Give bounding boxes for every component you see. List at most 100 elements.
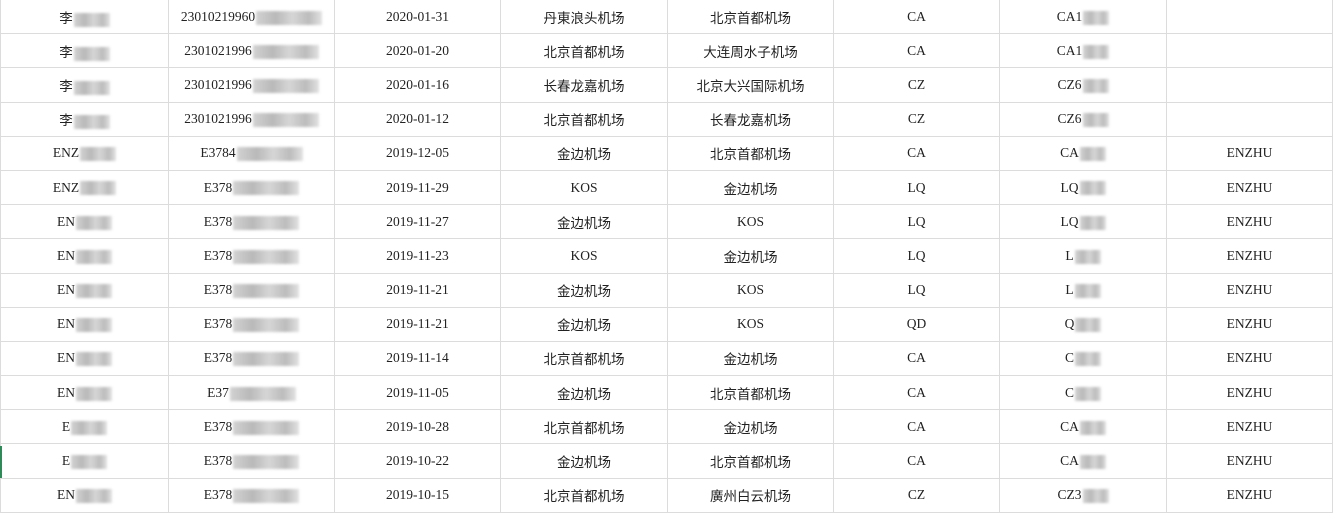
cell-id-number[interactable]: 2301021996 (168, 101, 335, 137)
cell-date[interactable]: 2019-11-21 (334, 272, 501, 308)
cell-airline[interactable]: CA (833, 443, 1000, 479)
cell-departure[interactable]: KOS (500, 169, 668, 206)
cell-passenger-code[interactable]: ENZHU (1166, 409, 1333, 445)
cell-id-number[interactable]: E378 (168, 409, 335, 445)
cell-arrival[interactable]: 金边机场 (667, 340, 834, 377)
cell-flight-number[interactable]: C (999, 375, 1167, 411)
cell-id-number[interactable]: E378 (168, 477, 335, 513)
cell-airline[interactable]: CA (833, 409, 1000, 445)
cell-arrival[interactable]: KOS (667, 272, 834, 308)
cell-flight-number[interactable]: L (999, 238, 1167, 274)
cell-name[interactable]: ENZ (0, 169, 169, 206)
cell-departure[interactable]: 金边机场 (500, 272, 668, 308)
cell-date[interactable]: 2019-11-27 (334, 204, 501, 240)
cell-flight-number[interactable]: CZ6 (999, 101, 1167, 137)
cell-arrival[interactable]: 金边机场 (667, 169, 834, 206)
cell-passenger-code[interactable] (1166, 67, 1333, 103)
cell-passenger-code[interactable]: ENZHU (1166, 306, 1333, 342)
cell-id-number[interactable]: E378 (168, 443, 335, 479)
cell-passenger-code[interactable]: ENZHU (1166, 477, 1333, 513)
cell-name[interactable]: EN (0, 306, 169, 342)
cell-id-number[interactable]: 2301021996 (168, 33, 335, 69)
cell-id-number[interactable]: E378 (168, 238, 335, 274)
cell-departure[interactable]: 北京首都机场 (500, 101, 668, 137)
cell-airline[interactable]: CZ (833, 101, 1000, 137)
cell-passenger-code[interactable]: ENZHU (1166, 238, 1333, 274)
cell-departure[interactable]: 北京首都机场 (500, 340, 668, 377)
cell-flight-number[interactable]: LQ (999, 204, 1167, 240)
cell-departure[interactable]: 丹東浪头机场 (500, 0, 668, 35)
cell-date[interactable]: 2019-10-22 (334, 443, 501, 479)
cell-date[interactable]: 2020-01-31 (334, 0, 501, 35)
cell-date[interactable]: 2019-11-21 (334, 306, 501, 342)
cell-arrival[interactable]: 北京大兴国际机场 (667, 67, 834, 103)
cell-name[interactable]: EN (0, 238, 169, 274)
cell-name[interactable]: E (0, 443, 169, 479)
cell-name[interactable]: ENZ (0, 135, 169, 171)
cell-name[interactable]: EN (0, 272, 169, 308)
cell-date[interactable]: 2019-12-05 (334, 135, 501, 171)
cell-flight-number[interactable]: CZ6 (999, 67, 1167, 103)
cell-departure[interactable]: 长春龙嘉机场 (500, 67, 668, 103)
cell-passenger-code[interactable]: ENZHU (1166, 375, 1333, 411)
cell-departure[interactable]: 金边机场 (500, 443, 668, 479)
cell-date[interactable]: 2019-11-14 (334, 340, 501, 377)
cell-airline[interactable]: LQ (833, 204, 1000, 240)
cell-id-number[interactable]: E378 (168, 204, 335, 240)
cell-id-number[interactable]: E378 (168, 340, 335, 377)
cell-passenger-code[interactable]: ENZHU (1166, 443, 1333, 479)
cell-date[interactable]: 2020-01-12 (334, 101, 501, 137)
cell-name[interactable]: E (0, 409, 169, 445)
cell-airline[interactable]: CZ (833, 67, 1000, 103)
cell-departure[interactable]: 北京首都机场 (500, 409, 668, 445)
cell-date[interactable]: 2020-01-20 (334, 33, 501, 69)
cell-id-number[interactable]: E378 (168, 272, 335, 308)
cell-date[interactable]: 2019-11-29 (334, 169, 501, 206)
cell-flight-number[interactable]: C (999, 340, 1167, 377)
cell-arrival[interactable]: 长春龙嘉机场 (667, 101, 834, 137)
cell-passenger-code[interactable]: ENZHU (1166, 169, 1333, 206)
cell-flight-number[interactable]: L (999, 272, 1167, 308)
cell-date[interactable]: 2019-10-28 (334, 409, 501, 445)
cell-date[interactable]: 2019-10-15 (334, 477, 501, 513)
cell-airline[interactable]: CA (833, 33, 1000, 69)
cell-name[interactable]: 李 (0, 101, 169, 137)
cell-date[interactable]: 2020-01-16 (334, 67, 501, 103)
cell-flight-number[interactable]: CA (999, 443, 1167, 479)
cell-date[interactable]: 2019-11-05 (334, 375, 501, 411)
cell-id-number[interactable]: E378 (168, 169, 335, 206)
cell-name[interactable]: 李 (0, 0, 169, 35)
cell-passenger-code[interactable] (1166, 101, 1333, 137)
cell-arrival[interactable]: KOS (667, 204, 834, 240)
cell-airline[interactable]: LQ (833, 169, 1000, 206)
cell-name[interactable]: EN (0, 477, 169, 513)
cell-arrival[interactable]: 北京首都机场 (667, 443, 834, 479)
cell-id-number[interactable]: E378 (168, 306, 335, 342)
cell-passenger-code[interactable]: ENZHU (1166, 204, 1333, 240)
cell-departure[interactable]: 金边机场 (500, 306, 668, 342)
cell-airline[interactable]: QD (833, 306, 1000, 342)
cell-arrival[interactable]: 大连周水子机场 (667, 33, 834, 69)
cell-arrival[interactable]: 金边机场 (667, 238, 834, 274)
cell-date[interactable]: 2019-11-23 (334, 238, 501, 274)
cell-departure[interactable]: 金边机场 (500, 375, 668, 411)
cell-arrival[interactable]: 北京首都机场 (667, 0, 834, 35)
cell-passenger-code[interactable]: ENZHU (1166, 135, 1333, 171)
cell-passenger-code[interactable] (1166, 0, 1333, 35)
cell-airline[interactable]: CA (833, 0, 1000, 35)
cell-departure[interactable]: KOS (500, 238, 668, 274)
cell-id-number[interactable]: 2301021996 (168, 67, 335, 103)
cell-departure[interactable]: 金边机场 (500, 135, 668, 171)
cell-passenger-code[interactable] (1166, 33, 1333, 69)
cell-airline[interactable]: CA (833, 375, 1000, 411)
cell-flight-number[interactable]: CA1 (999, 33, 1167, 69)
cell-airline[interactable]: CA (833, 340, 1000, 377)
cell-departure[interactable]: 北京首都机场 (500, 477, 668, 513)
cell-name[interactable]: EN (0, 375, 169, 411)
cell-airline[interactable]: LQ (833, 238, 1000, 274)
cell-arrival[interactable]: 北京首都机场 (667, 135, 834, 171)
cell-flight-number[interactable]: Q (999, 306, 1167, 342)
cell-airline[interactable]: LQ (833, 272, 1000, 308)
cell-arrival[interactable]: 北京首都机场 (667, 375, 834, 411)
cell-id-number[interactable]: 23010219960 (168, 0, 335, 35)
